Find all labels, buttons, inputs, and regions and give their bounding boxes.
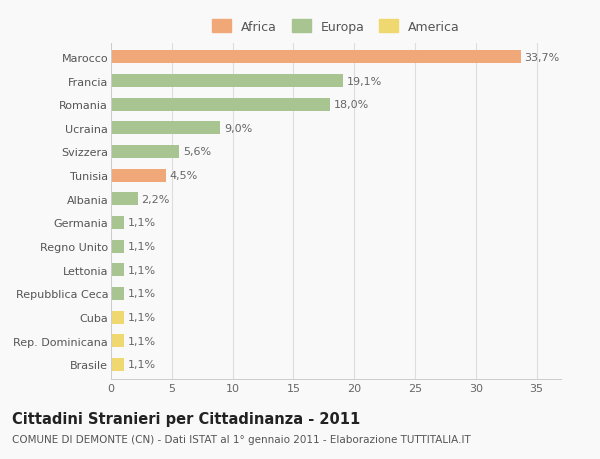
Bar <box>111 311 124 324</box>
Bar <box>111 263 124 277</box>
Text: 1,1%: 1,1% <box>128 312 156 322</box>
Text: 1,1%: 1,1% <box>128 218 156 228</box>
Bar <box>111 75 343 88</box>
Text: 1,1%: 1,1% <box>128 265 156 275</box>
Text: 5,6%: 5,6% <box>183 147 211 157</box>
Text: 18,0%: 18,0% <box>334 100 369 110</box>
Text: 33,7%: 33,7% <box>524 53 560 63</box>
Bar <box>111 99 330 112</box>
Bar <box>111 287 124 300</box>
Text: 1,1%: 1,1% <box>128 336 156 346</box>
Bar <box>111 122 220 135</box>
Bar <box>111 217 124 230</box>
Text: 1,1%: 1,1% <box>128 289 156 299</box>
Bar <box>111 335 124 347</box>
Text: COMUNE DI DEMONTE (CN) - Dati ISTAT al 1° gennaio 2011 - Elaborazione TUTTITALIA: COMUNE DI DEMONTE (CN) - Dati ISTAT al 1… <box>12 434 471 444</box>
Bar <box>111 146 179 159</box>
Bar <box>111 240 124 253</box>
Bar <box>111 51 521 64</box>
Text: 2,2%: 2,2% <box>142 194 170 204</box>
Legend: Africa, Europa, America: Africa, Europa, America <box>208 17 464 38</box>
Bar <box>111 169 166 182</box>
Text: 1,1%: 1,1% <box>128 241 156 252</box>
Bar <box>111 193 138 206</box>
Bar <box>111 358 124 371</box>
Text: 19,1%: 19,1% <box>347 76 382 86</box>
Text: 4,5%: 4,5% <box>169 171 197 181</box>
Text: Cittadini Stranieri per Cittadinanza - 2011: Cittadini Stranieri per Cittadinanza - 2… <box>12 411 360 426</box>
Text: 1,1%: 1,1% <box>128 359 156 369</box>
Text: 9,0%: 9,0% <box>224 123 253 134</box>
